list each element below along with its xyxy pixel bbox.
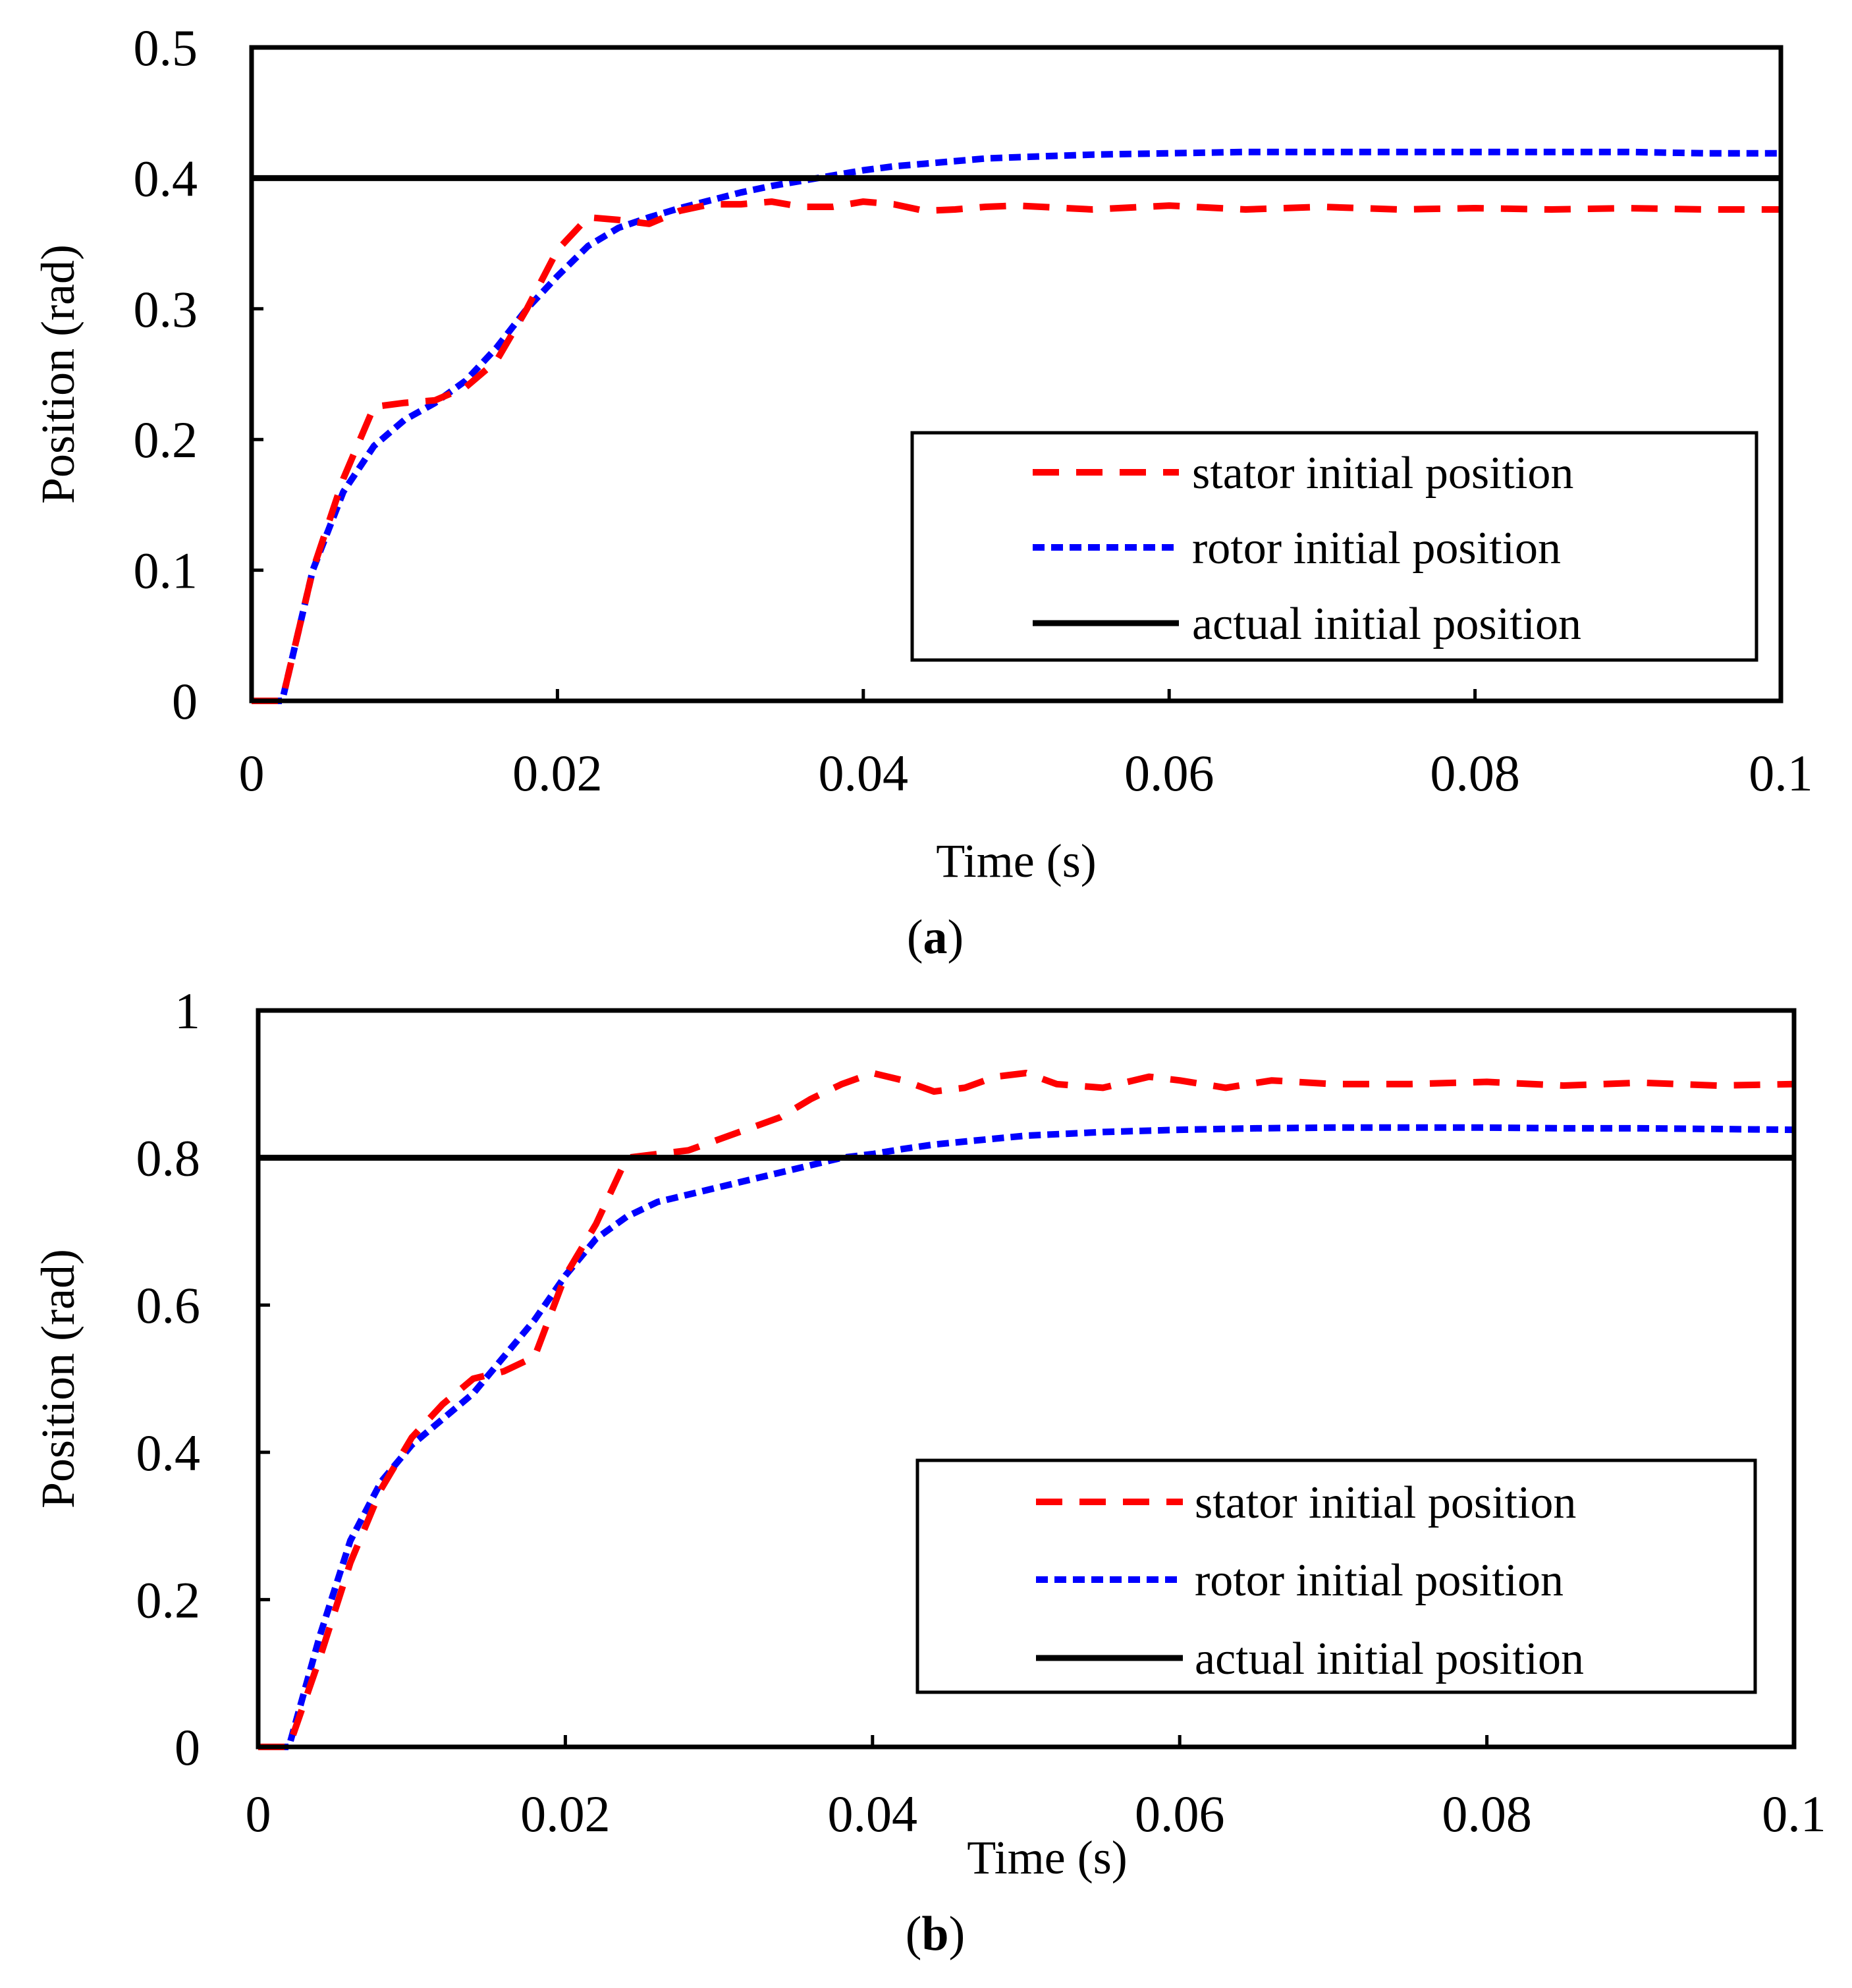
legend-label-actual: actual initial position	[1195, 1634, 1584, 1684]
panel-a: 0 0.02 0.04 0.06 0.08 0.1 0 0.1 0.2 0.3 0.4 0.5 Tim…	[32, 19, 1813, 964]
panel-a-x-axis-label: Time (s)	[936, 835, 1096, 887]
x-tick-label: 0.06	[1124, 744, 1214, 802]
x-tick-label: 0	[239, 744, 265, 802]
panel-a-plot-frame	[249, 45, 1784, 704]
y-tick-label: 0.4	[134, 150, 198, 207]
legend-label-actual: actual initial position	[1192, 599, 1581, 649]
x-tick-label: 0.1	[1762, 1785, 1826, 1842]
y-tick-label: 0.5	[134, 19, 198, 76]
panel-b-caption: (b)	[906, 1907, 965, 1961]
panel-b: 0 0.02 0.04 0.06 0.08 0.1 0 0.2 0.4 0.6 0.8 1 Time …	[32, 982, 1826, 1961]
y-tick-label: 0	[172, 673, 198, 730]
panel-b-ticks: 0 0.02 0.04 0.06 0.08 0.1 0 0.2 0.4 0.6 0.8 1	[136, 982, 1826, 1842]
x-tick-label: 0.06	[1135, 1785, 1225, 1842]
panel-a-caption: (a)	[907, 910, 964, 964]
series-stator-line	[252, 198, 1781, 704]
legend-label-rotor: rotor initial position	[1195, 1555, 1564, 1606]
x-tick-label: 0	[246, 1785, 271, 1842]
legend-label-rotor: rotor initial position	[1192, 523, 1561, 574]
y-tick-label: 0.4	[136, 1424, 201, 1481]
panel-b-series-group	[258, 1070, 1795, 1750]
panel-a-legend: stator initial position rotor initial pos…	[910, 431, 1758, 662]
panel-a-ticks: 0 0.02 0.04 0.06 0.08 0.1 0 0.1 0.2 0.3 0.4 0.5	[134, 19, 1813, 802]
y-tick-label: 0.1	[134, 542, 198, 599]
legend-label-stator: stator initial position	[1195, 1477, 1576, 1528]
panel-b-y-axis-label: Position (rad)	[32, 1249, 84, 1508]
x-tick-label: 0.04	[828, 1785, 918, 1842]
x-tick-label: 0.08	[1442, 1785, 1532, 1842]
x-tick-label: 0.04	[819, 744, 909, 802]
y-tick-label: 0.2	[134, 411, 198, 468]
panel-b-legend: stator initial position rotor initial pos…	[915, 1458, 1757, 1694]
panel-b-x-axis-label: Time (s)	[967, 1831, 1127, 1884]
y-tick-label: 0.6	[136, 1277, 201, 1334]
x-tick-label: 0.02	[520, 1785, 611, 1842]
x-tick-label: 0.1	[1749, 744, 1813, 802]
series-stator-line	[258, 1070, 1795, 1750]
y-tick-label: 0.8	[136, 1130, 201, 1187]
panel-a-y-axis-label: Position (rad)	[32, 244, 84, 504]
series-rotor-line	[252, 148, 1781, 704]
y-tick-label: 0.3	[134, 281, 198, 338]
x-tick-label: 0.02	[512, 744, 603, 802]
panel-a-series-group	[252, 148, 1781, 704]
y-tick-label: 0	[175, 1719, 200, 1776]
series-rotor-line	[258, 1124, 1795, 1750]
y-tick-label: 0.2	[136, 1571, 201, 1628]
x-tick-label: 0.08	[1430, 744, 1520, 802]
panel-b-plot-frame	[256, 1008, 1797, 1750]
y-tick-label: 1	[175, 982, 200, 1039]
legend-label-stator: stator initial position	[1192, 448, 1573, 499]
